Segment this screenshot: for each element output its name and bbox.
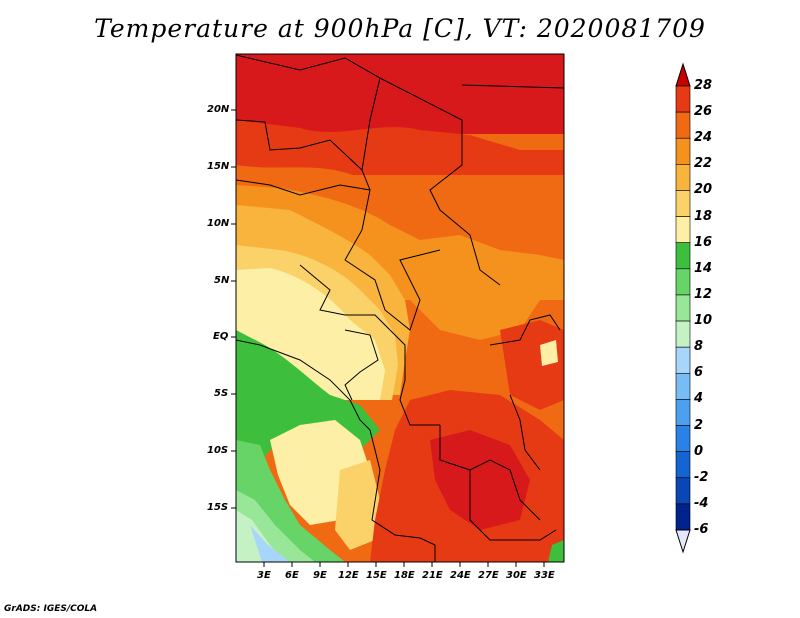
lon-label: 15E xyxy=(366,570,387,581)
lon-label: 21E xyxy=(422,570,443,581)
lon-label: 24E xyxy=(450,570,471,581)
colorbar-swatch xyxy=(675,477,691,505)
colorbar-level-label: 0 xyxy=(694,443,704,459)
temperature-field xyxy=(236,54,564,562)
country-borders xyxy=(236,54,564,562)
colorbar-level-label: 4 xyxy=(694,391,704,407)
colorbar-swatch xyxy=(675,503,691,531)
colorbar-swatch xyxy=(675,242,691,270)
colorbar-level-label: 12 xyxy=(694,286,713,302)
lon-label: 9E xyxy=(313,570,327,581)
lat-label: 10S xyxy=(207,445,229,456)
colorbar-level-label: 28 xyxy=(694,78,713,93)
colorbar-swatch xyxy=(675,320,691,348)
lon-label: 3E xyxy=(257,570,271,581)
lon-label: 12E xyxy=(338,570,359,581)
colorbar-top-arrow xyxy=(675,62,691,87)
colorbar-level-label: 10 xyxy=(694,313,713,329)
colorbar-level-label: 24 xyxy=(694,130,713,146)
colorbar-swatch xyxy=(675,294,691,322)
colorbar-level-label: 26 xyxy=(694,104,713,120)
lon-label: 6E xyxy=(285,570,299,581)
lon-label: 18E xyxy=(394,570,415,581)
colorbar-level-label: -2 xyxy=(694,469,709,485)
colorbar-swatch xyxy=(675,216,691,244)
lat-label: 20N xyxy=(207,104,230,115)
colorbar-level-label: 14 xyxy=(694,260,713,276)
axis-ticks xyxy=(231,109,545,567)
colorbar-bottom-arrow xyxy=(675,529,691,554)
lat-label: 15N xyxy=(207,161,230,172)
lat-label: 5N xyxy=(214,275,230,286)
colorbar-swatch xyxy=(675,346,691,374)
colorbar-swatch xyxy=(675,425,691,452)
lat-label: 10N xyxy=(207,218,230,229)
colorbar-swatch xyxy=(675,372,691,400)
map-title: Temperature at 900hPa [C], VT: 202008170… xyxy=(94,14,706,43)
colorbar-swatch xyxy=(675,85,691,113)
colorbar-level-label: 18 xyxy=(694,208,713,224)
map-frame xyxy=(235,53,565,563)
colorbar-level-label: 8 xyxy=(694,339,704,355)
colorbar-swatch xyxy=(675,399,691,426)
lon-label: 30E xyxy=(506,570,527,581)
colorbar-swatch xyxy=(675,451,691,479)
colorbar-level-label: 16 xyxy=(694,234,713,250)
lat-label: 5S xyxy=(214,388,229,399)
colorbar-swatch xyxy=(675,111,691,139)
colorbar-level-label: 20 xyxy=(694,182,713,198)
colorbar-swatch xyxy=(675,164,691,191)
colorbar-level-label: 2 xyxy=(694,417,704,433)
colorbar-swatch xyxy=(675,190,691,217)
colorbar-level-label: -6 xyxy=(694,522,709,537)
colorbar xyxy=(675,62,691,554)
colorbar-swatch xyxy=(675,137,691,165)
colorbar-swatch xyxy=(675,268,691,296)
lat-label: EQ xyxy=(213,331,229,342)
lon-label: 33E xyxy=(534,570,555,581)
lat-label: 15S xyxy=(207,502,229,513)
colorbar-level-label: 6 xyxy=(694,365,704,381)
colorbar-level-label: -4 xyxy=(694,495,709,511)
credit-text: GrADS: IGES/COLA xyxy=(4,604,98,614)
colorbar-level-label: 22 xyxy=(694,156,713,172)
lon-label: 27E xyxy=(478,570,499,581)
